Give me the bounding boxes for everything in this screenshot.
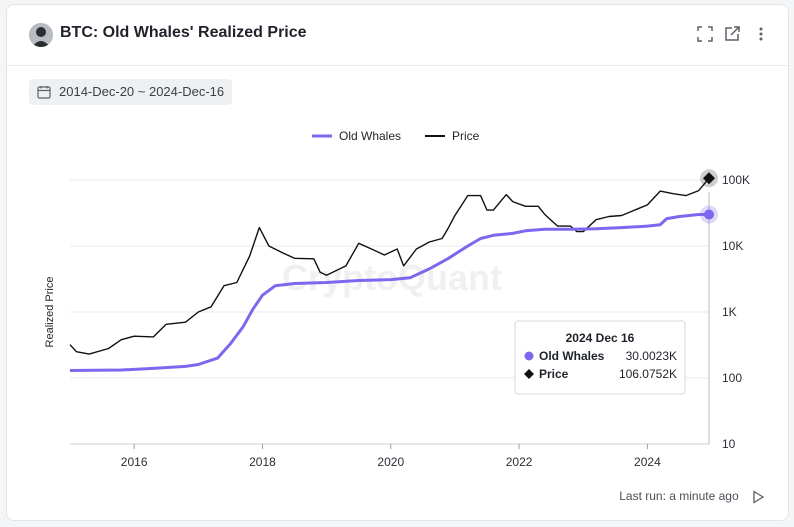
x-tick-label: 2018 <box>249 455 276 469</box>
y-axis: 100K 10K 1K 100 10 Realized Price <box>44 173 750 451</box>
share-icon[interactable] <box>723 25 741 43</box>
legend-label: Price <box>452 129 480 143</box>
play-icon[interactable] <box>752 490 764 504</box>
y-tick-label: 100 <box>722 371 742 385</box>
price-end-marker <box>703 172 715 185</box>
chart-card: BTC: Old Whales' Realized Price 2014-Dec… <box>6 4 789 521</box>
calendar-icon <box>37 86 51 99</box>
y-axis-label: Realized Price <box>44 277 56 348</box>
y-tick-label: 1K <box>722 305 737 319</box>
grid-lines <box>70 179 709 445</box>
date-range-label: 2014-Dec-20 ~ 2024-Dec-16 <box>59 84 225 99</box>
x-tick-label: 2024 <box>634 455 661 469</box>
expand-icon[interactable] <box>696 25 714 43</box>
series-group <box>69 177 710 444</box>
tooltip-value: 30.0023K <box>626 349 677 363</box>
y-tick-label: 10K <box>722 239 743 253</box>
tooltip-label: Price <box>539 367 569 381</box>
user-avatar <box>29 23 53 47</box>
tooltip-old-whales-dot <box>524 351 534 361</box>
tooltip-label: Old Whales <box>539 349 605 363</box>
date-range-picker[interactable]: 2014-Dec-20 ~ 2024-Dec-16 <box>29 79 233 105</box>
x-tick-label: 2020 <box>377 455 404 469</box>
tooltip: 2024 Dec 16 Old Whales 30.0023K Price 106.07… <box>514 320 686 395</box>
tooltip-price-diamond <box>524 369 534 379</box>
tooltip-box <box>514 320 686 395</box>
x-axis: 2016 2018 2020 2022 2024 <box>70 443 709 469</box>
y-tick-label: 100K <box>722 173 750 187</box>
watermark: CryptoQuant <box>282 257 502 298</box>
card-header: BTC: Old Whales' Realized Price <box>7 5 788 66</box>
chart-legend: Old Whales Price <box>312 129 480 143</box>
tooltip-value: 106.0752K <box>619 367 677 381</box>
chart-area[interactable]: Old Whales Price CryptoQuant 100K10K1K100… <box>7 120 790 520</box>
more-icon[interactable] <box>752 25 770 43</box>
x-tick-label: 2016 <box>121 455 148 469</box>
last-run-text: Last run: a minute ago <box>619 489 739 503</box>
tooltip-date: 2024 Dec 16 <box>566 331 635 345</box>
series-line-price <box>69 177 710 355</box>
end-markers <box>700 169 718 224</box>
x-tick-label: 2022 <box>506 455 533 469</box>
series-line-old-whales <box>69 213 709 372</box>
y-tick-label: 10 <box>722 437 736 451</box>
last-run-label: Last run: a minute ago <box>619 489 762 503</box>
page-title: BTC: Old Whales' Realized Price <box>60 24 307 41</box>
old-whales-end-marker <box>704 209 714 220</box>
legend-label: Old Whales <box>339 129 401 143</box>
